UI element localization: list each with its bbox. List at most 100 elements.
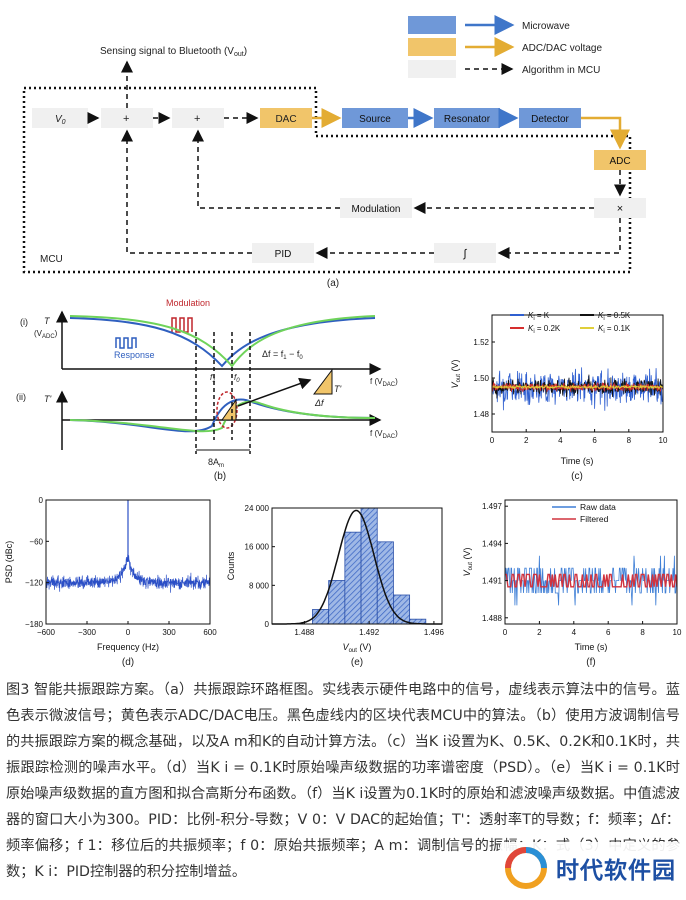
b-x-label-1: f (VDAC) xyxy=(370,377,398,388)
chart-d-xtick-label: 300 xyxy=(162,628,176,637)
chart-f-xtick-label: 8 xyxy=(640,628,645,637)
panel-a-label: (a) xyxy=(327,278,339,289)
chart-c-xtick-label: 0 xyxy=(490,436,495,445)
source-block xyxy=(342,108,408,128)
source-label: Source xyxy=(359,114,391,125)
sum-block-1 xyxy=(101,108,153,128)
zoom-circle xyxy=(216,391,238,429)
modulation-bounds xyxy=(195,332,251,454)
chart-e-ytick-label: 16 000 xyxy=(245,543,270,552)
chart-c-xlabel: Time (s) xyxy=(561,456,594,466)
chart-f-ytick-label: 1.494 xyxy=(482,539,503,548)
sum-block-2 xyxy=(172,108,224,128)
chart-c-xtick-label: 8 xyxy=(627,436,632,445)
chart-c-frame xyxy=(491,314,664,433)
panel-c-label: (c) xyxy=(571,471,583,482)
chart-d-xtick-label: 600 xyxy=(203,628,217,637)
chart-e-bars xyxy=(312,507,427,625)
chart-e-xtick-label: 1.496 xyxy=(424,628,445,637)
legend-c-series-1: Ki = K xyxy=(528,311,550,322)
multiplier-label: × xyxy=(617,203,623,215)
row-i-label: (i) xyxy=(20,317,28,327)
panel-e: 1.488 1.492 1.496 24 000 16 000 8 000 0 Vout (… xyxy=(226,504,444,668)
panel-b: (i) (ii) T (VADC) Modulation Response Δf… xyxy=(16,298,398,482)
watermark: 时代软件园 xyxy=(500,842,680,894)
figure: Microwave ADC/DAC voltage Algorithm in M… xyxy=(4,15,682,668)
chart-c-ytick-label: 1.48 xyxy=(473,410,489,419)
panel-c: 0 2 4 6 8 10 1.48 1.50 1.52 Ki = K Ki = 0.5K Ki … xyxy=(450,311,668,482)
sum-2-label: + xyxy=(194,113,200,125)
chart-d-xtick-label: −600 xyxy=(37,628,56,637)
chart-d-trace xyxy=(46,500,210,593)
pid-block xyxy=(252,243,314,263)
detector-block xyxy=(519,108,581,128)
multiplier-block xyxy=(594,198,646,218)
histogram-bar xyxy=(360,507,378,625)
legend-c-series-4: Ki = 0.1K xyxy=(598,324,631,335)
chart-f-xtick-label: 2 xyxy=(537,628,542,637)
histogram-bar xyxy=(328,580,346,625)
b-y-unit-1: (VADC) xyxy=(34,329,58,340)
chart-d-xlabel: Frequency (Hz) xyxy=(97,642,159,652)
chart-f-frame xyxy=(504,499,678,625)
chart-c-xtick-label: 10 xyxy=(659,436,668,445)
figure-caption: 图3 智能共振跟踪方案。（a）共振跟踪环路框图。实线表示硬件电路中的信号，虚线表… xyxy=(6,677,680,885)
chart-c-ytick-label: 1.50 xyxy=(473,374,489,383)
dac-label: DAC xyxy=(275,114,296,125)
chart-f-ytick-label: 1.488 xyxy=(482,614,503,623)
resonator-label: Resonator xyxy=(444,114,491,125)
chart-f-ticks: 0 2 4 6 8 10 1.497 1.494 1.491 1.488 xyxy=(482,502,682,637)
panel-d: −600 −300 0 300 600 0 −60 −120 −180 Frequency (H… xyxy=(4,496,217,668)
chart-f-ylabel: Vout (V) xyxy=(462,548,474,577)
chart-f-traces xyxy=(505,555,677,606)
chart-e-ylabel: Counts xyxy=(226,551,236,580)
sensing-label: Sensing signal to Bluetooth (Vout) xyxy=(100,46,247,58)
chart-f-xtick-label: 10 xyxy=(673,628,682,637)
panel-a: Microwave ADC/DAC voltage Algorithm in M… xyxy=(22,15,646,289)
legend-algorithm: Algorithm in MCU xyxy=(522,65,600,76)
b-x-label-2: f (VDAC) xyxy=(370,429,398,440)
sum-1-label: + xyxy=(123,113,129,125)
chart-f-filtered-trace xyxy=(505,573,677,588)
mcu-boundary xyxy=(22,86,632,274)
chart-f-legend: Raw data Filtered xyxy=(548,501,628,525)
delta-f-label: Δf = f1 − f0 xyxy=(262,349,303,361)
legend-microwave: Microwave xyxy=(522,21,570,32)
gaussian-fit-curve xyxy=(272,509,442,625)
chart-e-ytick-label: 24 000 xyxy=(245,504,270,513)
integral-label: ∫ xyxy=(462,248,467,260)
chart-f-ytick-label: 1.491 xyxy=(482,577,503,586)
watermark-logo-icon xyxy=(505,847,547,889)
chart-e-ticks: 1.488 1.492 1.496 24 000 16 000 8 000 0 xyxy=(245,504,445,637)
chart-c-legend: Ki = K Ki = 0.5K Ki = 0.2K Ki = 0.1K xyxy=(510,311,631,335)
b-y-label-1: T xyxy=(44,316,51,326)
chart-e-xtick-label: 1.488 xyxy=(294,628,315,637)
chart-e-xlabel: Vout (V) xyxy=(343,642,372,654)
panel-e-label: (e) xyxy=(351,657,363,668)
chart-f-xtick-label: 6 xyxy=(606,628,611,637)
chart-f-xlabel: Time (s) xyxy=(575,642,608,652)
modulation-block xyxy=(340,198,412,218)
adc-block xyxy=(594,150,646,170)
chart-d-ytick-label: 0 xyxy=(39,496,44,505)
chart-f-xtick-label: 4 xyxy=(572,628,577,637)
triangle-delta-f: Δf xyxy=(314,398,325,408)
detector-label: Detector xyxy=(531,114,569,125)
chart-d-xtick-label: −300 xyxy=(78,628,97,637)
caption-text: 图3 智能共振跟踪方案。（a）共振跟踪环路框图。实线表示硬件电路中的信号，虚线表… xyxy=(6,682,680,880)
integral-block xyxy=(434,243,496,263)
legend-c-series-2: Ki = 0.5K xyxy=(598,311,631,322)
panel-f: 0 2 4 6 8 10 1.497 1.494 1.491 1.488 Raw data Fil… xyxy=(462,499,682,668)
resonance-curve-f1 xyxy=(69,315,376,368)
chart-e-ytick-label: 8 000 xyxy=(249,581,270,590)
adc-label: ADC xyxy=(609,156,630,167)
chart-f-ytick-label: 1.497 xyxy=(482,502,503,511)
chart-c-xtick-label: 6 xyxy=(592,436,597,445)
panel-d-label: (d) xyxy=(122,657,134,668)
dac-block xyxy=(260,108,312,128)
modulation-square-wave xyxy=(171,317,193,333)
histogram-bar xyxy=(344,531,362,625)
chart-c-series-3 xyxy=(492,381,663,393)
chart-d-ytick-label: −120 xyxy=(25,579,44,588)
resonator-block xyxy=(434,108,500,128)
